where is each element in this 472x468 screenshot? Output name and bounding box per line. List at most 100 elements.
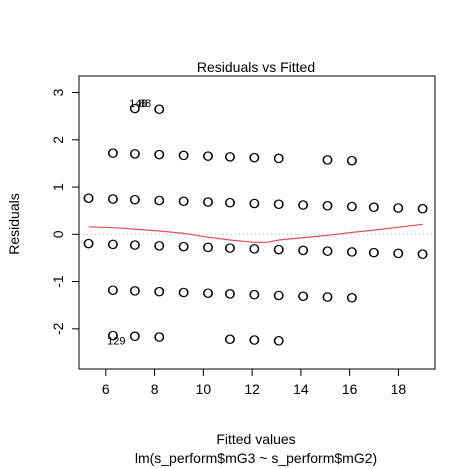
- residual-point-overlap: [249, 153, 259, 163]
- residual-point: [347, 247, 357, 257]
- residual-point: [84, 238, 94, 249]
- residual-point-overlap: [298, 245, 308, 255]
- residual-point: [108, 148, 118, 158]
- residual-point-overlap: [346, 293, 357, 303]
- residual-point-overlap: [224, 289, 235, 299]
- x-axis-label: Fitted values: [216, 431, 295, 447]
- residual-point-overlap: [203, 242, 213, 252]
- residual-point-overlap: [393, 203, 403, 213]
- residual-point: [347, 201, 357, 212]
- residual-point: [418, 249, 428, 259]
- residual-points: [83, 103, 428, 346]
- y-tick-label: 3: [50, 88, 66, 96]
- residual-point-overlap: [273, 336, 283, 346]
- residual-point: [130, 331, 140, 342]
- outlier-label: 129: [107, 336, 125, 348]
- residual-point: [274, 244, 284, 255]
- residual-point: [225, 197, 235, 208]
- residual-point-overlap: [178, 150, 188, 160]
- smoother-curve: [88, 223, 423, 243]
- residual-point: [154, 104, 165, 115]
- residual-point: [274, 336, 284, 346]
- residual-point: [179, 241, 189, 252]
- residual-point: [393, 248, 404, 259]
- y-tick-label: -2: [50, 322, 66, 335]
- residual-point-overlap: [393, 248, 403, 258]
- x-tick-label: 18: [391, 381, 407, 397]
- residual-point-overlap: [224, 243, 235, 253]
- residual-point: [249, 335, 260, 345]
- residual-point: [249, 244, 260, 254]
- residual-point-overlap: [154, 104, 164, 114]
- residual-point: [249, 152, 260, 163]
- residual-point-overlap: [178, 196, 188, 206]
- residual-point: [108, 285, 118, 295]
- x-tick-label: 16: [342, 381, 358, 397]
- residual-point: [130, 149, 140, 159]
- residual-point: [347, 155, 357, 166]
- residual-point-overlap: [249, 198, 259, 209]
- chart-title: Residuals vs Fitted: [197, 59, 315, 75]
- residual-point-overlap: [224, 334, 235, 344]
- outlier-label: 88: [139, 98, 151, 110]
- residual-point-overlap: [417, 204, 427, 214]
- residual-point: [322, 201, 333, 211]
- y-axis: -2 -1 0 1 2 3: [50, 88, 79, 335]
- residual-point: [225, 243, 235, 253]
- residual-point: [393, 203, 404, 213]
- residual-point-overlap: [178, 241, 188, 252]
- residual-point: [154, 332, 165, 342]
- x-axis: 6 8 10 12 14 16 18: [102, 369, 406, 397]
- residual-point-overlap: [346, 247, 357, 257]
- residual-point: [154, 241, 165, 251]
- residual-point-overlap: [154, 150, 164, 160]
- y-tick-label: 0: [50, 230, 66, 238]
- residual-point: [369, 202, 379, 212]
- outlier-label: 148: [129, 98, 147, 110]
- residual-point: [179, 196, 189, 206]
- residual-point-overlap: [368, 248, 379, 258]
- residual-point: [322, 246, 333, 256]
- residual-point-overlap: [154, 332, 164, 342]
- residual-point-overlap: [346, 156, 357, 166]
- residual-point-overlap: [154, 195, 164, 206]
- residual-point-overlap: [107, 330, 118, 341]
- residual-point-overlap: [273, 153, 283, 163]
- residual-point: [130, 240, 140, 250]
- residual-point: [130, 286, 140, 296]
- x-tick-label: 8: [151, 381, 159, 397]
- x-tick-label: 14: [293, 381, 309, 397]
- residual-point-overlap: [107, 194, 118, 204]
- residual-point: [179, 150, 189, 161]
- residual-point: [130, 194, 140, 205]
- residual-point-overlap: [322, 292, 332, 302]
- residual-point-overlap: [273, 245, 283, 255]
- residual-point-overlap: [298, 200, 308, 210]
- residual-point-overlap: [107, 148, 118, 158]
- residual-point: [179, 287, 189, 298]
- residual-point-overlap: [346, 201, 357, 212]
- residual-point: [108, 239, 118, 250]
- residual-point: [154, 195, 165, 206]
- residual-point-overlap: [249, 335, 259, 345]
- residual-point-overlap: [83, 238, 93, 249]
- residual-point: [225, 289, 235, 299]
- residual-point: [203, 151, 213, 161]
- residual-point: [154, 149, 165, 160]
- residual-point-overlap: [107, 239, 118, 249]
- residual-point: [203, 288, 213, 298]
- residual-point-overlap: [224, 152, 235, 162]
- residual-point-overlap: [224, 198, 235, 208]
- residual-point-overlap: [298, 291, 308, 301]
- residual-point: [154, 286, 165, 297]
- residual-point: [203, 242, 213, 253]
- x-tick-label: 10: [196, 381, 212, 397]
- residual-point: [274, 153, 284, 164]
- y-tick-label: -1: [50, 275, 66, 288]
- residual-point-overlap: [83, 193, 93, 203]
- residual-point-overlap: [129, 240, 140, 250]
- residual-point-overlap: [129, 103, 140, 114]
- residual-point-overlap: [203, 151, 213, 161]
- residual-point-overlap: [322, 201, 332, 211]
